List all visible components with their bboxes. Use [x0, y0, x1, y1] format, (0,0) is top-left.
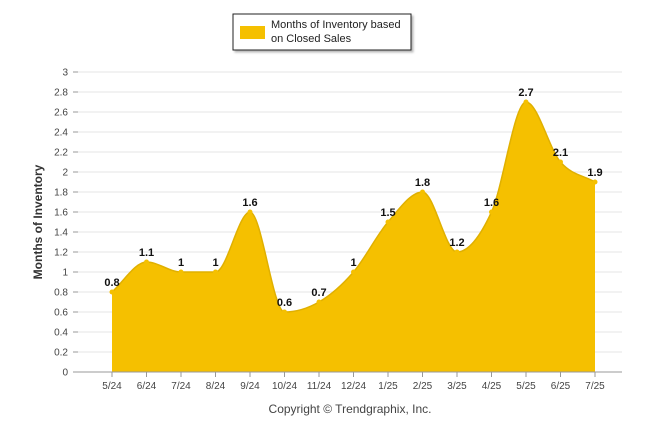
- data-label: 0.7: [311, 287, 326, 299]
- legend-label-line-2: on Closed Sales: [271, 33, 352, 45]
- x-tick-label: 7/25: [585, 381, 605, 392]
- data-point-12-24[interactable]: [351, 269, 356, 275]
- y-tick-label: 0: [62, 368, 68, 379]
- y-tick-label: 0.2: [54, 348, 68, 359]
- data-label: 0.6: [277, 297, 292, 309]
- data-point-5-24[interactable]: [109, 289, 115, 295]
- x-tick-labels: 5/24 6/24 7/24 8/24 9/24 10/24 11/24 12/24 1/25 2…: [102, 372, 605, 392]
- y-tick-label: 1.8: [54, 188, 68, 199]
- data-label: 1: [350, 257, 356, 269]
- data-point-10-24[interactable]: [282, 309, 287, 315]
- y-tick-label: 0.8: [54, 288, 68, 299]
- x-tick-label: 5/24: [102, 381, 122, 392]
- data-point-11-24[interactable]: [316, 299, 322, 305]
- x-tick-label: 4/25: [482, 381, 502, 392]
- data-label: 1.5: [380, 207, 395, 219]
- y-tick-label: 3: [62, 68, 68, 79]
- data-label: 1.8: [415, 177, 430, 189]
- data-label: 2.1: [553, 147, 568, 159]
- y-tick-label: 1.2: [54, 248, 68, 259]
- legend-label-line-1: Months of Inventory based: [271, 19, 401, 31]
- y-tick-label: 1.6: [54, 208, 68, 219]
- data-label: 1.1: [139, 247, 154, 259]
- x-tick-label: 7/24: [171, 381, 191, 392]
- data-label: 1.2: [449, 237, 464, 249]
- y-tick-label: 0.6: [54, 308, 68, 319]
- copyright-footer: Copyright © Trendgraphix, Inc.: [269, 402, 432, 416]
- y-tick-label: 2.8: [54, 88, 68, 99]
- data-label: 1: [178, 257, 184, 269]
- data-point-6-24[interactable]: [144, 259, 149, 265]
- data-label: 2.7: [518, 87, 533, 99]
- x-tick-label: 12/24: [341, 381, 366, 392]
- x-tick-label: 2/25: [413, 381, 433, 392]
- x-tick-label: 5/25: [516, 381, 536, 392]
- y-axis-title: Months of Inventory: [31, 164, 45, 279]
- data-point-3-25[interactable]: [454, 249, 460, 255]
- x-tick-label: 8/24: [206, 381, 226, 392]
- data-point-7-25[interactable]: [592, 179, 598, 185]
- x-tick-label: 3/25: [447, 381, 467, 392]
- data-label: 0.8: [104, 277, 119, 289]
- y-tick-label: 1.4: [54, 228, 68, 239]
- x-tick-label: 6/25: [551, 381, 571, 392]
- data-point-1-25[interactable]: [385, 219, 391, 225]
- y-tick-label: 1: [62, 268, 68, 279]
- x-tick-label: 10/24: [272, 381, 297, 392]
- legend: Months of Inventory based on Closed Sale…: [232, 13, 412, 51]
- y-tick-label: 2: [62, 168, 68, 179]
- data-label: 1.6: [484, 197, 499, 209]
- x-tick-label: 9/24: [240, 381, 260, 392]
- y-tick-label: 2.6: [54, 108, 68, 119]
- y-tick-label: 2.2: [54, 148, 68, 159]
- data-point-2-25[interactable]: [420, 189, 425, 195]
- series-area: [109, 99, 598, 372]
- data-label: 1.6: [242, 197, 257, 209]
- data-point-4-25[interactable]: [489, 209, 494, 215]
- y-tick-label: 2.4: [54, 128, 68, 139]
- data-point-5-25[interactable]: [523, 99, 529, 105]
- x-tick-label: 6/24: [137, 381, 157, 392]
- x-tick-label: 11/24: [307, 381, 332, 392]
- data-label: 1.9: [587, 167, 602, 179]
- y-tick-label: 0.4: [54, 328, 68, 339]
- data-point-8-24[interactable]: [213, 269, 218, 275]
- data-label: 1: [212, 257, 218, 269]
- data-point-9-24[interactable]: [247, 209, 253, 215]
- x-tick-label: 1/25: [378, 381, 398, 392]
- data-labels: 0.8 1.1 1 1 1.6 0.6 0.7 1 1.5 1.8 1.2 1.6 2.7 2.1 1.9: [104, 87, 602, 309]
- data-point-7-24[interactable]: [178, 269, 184, 275]
- legend-swatch: [240, 26, 265, 39]
- area-fill: [112, 102, 595, 372]
- y-tick-labels: 0 0.2 0.4 0.6 0.8 1 1.2 1.4 1.6 1.8 2 2.2 2.4 2.6 2.8 3: [54, 68, 78, 379]
- data-point-6-25[interactable]: [558, 159, 563, 165]
